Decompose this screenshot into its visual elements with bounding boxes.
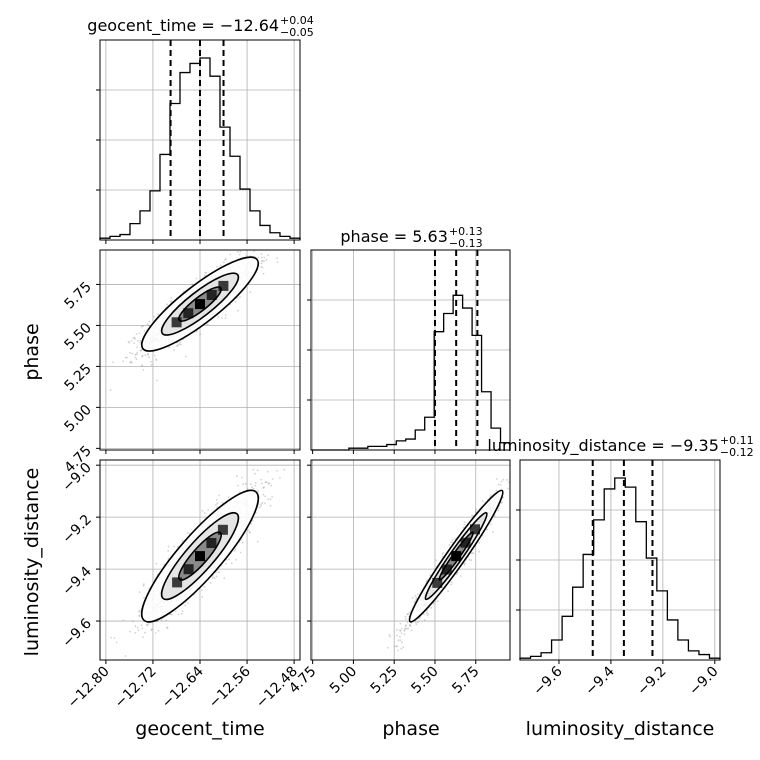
luminosity-distance-vs-phase-density-cell [441,564,452,575]
hist-phase-grid [311,250,510,450]
title-text-luminosity_distance: luminosity_distance = −9.35+0.11 [487,434,753,456]
title-phase: phase = 5.63+0.13−0.13 [340,225,482,250]
hist-luminosity_distance-frame [519,459,721,661]
x-tick-label-phase: 5.00 [327,664,360,697]
phase-vs-geocent-time-density [109,250,282,391]
phase-vs-geocent-time-density-cell [206,290,217,300]
y-tick-label-phase: 5.75 [61,279,94,312]
histogram-luminosity_distance [519,477,721,660]
x-tick-label-geocent_time: −12.64 [159,663,207,711]
histogram-phase [311,294,511,451]
luminosity-distance-vs-phase-density-cell [451,551,462,562]
title-luminosity-distance: luminosity_distance = −9.35+0.11−0.12 [487,434,753,459]
phase-vs-geocent-time-density-cell [171,317,182,328]
phase-vs-geocent-time-density-cell [218,280,229,291]
ylabel-phase: phase [21,323,43,380]
y-tick-label-luminosity_distance: −9.4 [59,564,94,599]
x-tick-label-luminosity_distance: −9.2 [634,664,669,699]
y-tick-label-phase: 5.25 [61,361,94,394]
x-tick-label-geocent_time: −12.56 [206,663,254,711]
phase-vs-geocent-time-density-cell [195,299,205,310]
x-tick-label-luminosity_distance: −9.0 [686,664,721,699]
luminosity-distance-vs-phase-density-cell [470,524,480,535]
title-minus-geocent_time: −0.05 [280,26,314,39]
x-tick-label-phase: 5.50 [408,664,441,697]
x-tick-label-phase: 5.25 [368,664,401,697]
hist-phase-frame [310,249,511,451]
y-tick-label-luminosity_distance: −9.2 [59,512,94,547]
luminosity-distance-vs-geocent-time-density-cell [217,524,228,535]
x-tick-label-luminosity_distance: −9.6 [530,663,565,698]
title-text-geocent_time: geocent_time = −12.64+0.04 [87,14,313,36]
luminosity-distance-vs-phase-density-cell [432,577,443,588]
x-tick-label-geocent_time: −12.80 [65,664,113,712]
luminosity-distance-vs-geocent-time-density-cell [206,538,217,548]
ylabel-luminosity-distance: luminosity_distance [21,468,43,657]
x-tick-label-phase: 5.75 [449,664,482,697]
x-tick-label-luminosity_distance: −9.4 [582,663,617,698]
phase-vs-geocent-time-density-cell [183,308,194,319]
luminosity-distance-vs-phase-density-cell [460,537,471,548]
xlabel-phase: phase [382,718,439,740]
luminosity-distance-vs-phase-frame [310,459,511,661]
xlabel-luminosity-distance: luminosity_distance [526,718,715,740]
y-tick-label-luminosity_distance: −9.6 [59,615,94,650]
luminosity-distance-vs-geocent-time-density-cell [172,577,183,588]
luminosity-distance-vs-geocent-time-density [110,460,286,657]
title-text-phase: phase = 5.63+0.13 [340,225,482,246]
luminosity-distance-vs-phase-grid [311,460,510,660]
xlabel-geocent-time: geocent_time [135,718,264,740]
title-minus-phase: −0.13 [449,237,483,250]
luminosity-distance-vs-geocent-time-density-cell [195,551,205,562]
x-tick-label-geocent_time: −12.72 [112,664,160,712]
hist-luminosity_distance-grid [520,460,720,660]
title-minus-luminosity_distance: −0.12 [720,446,754,459]
luminosity-distance-vs-geocent-time-density-cell [183,564,194,575]
y-tick-label-phase: 5.00 [61,402,94,435]
y-tick-label-phase: 5.50 [61,320,94,353]
title-geocent-time: geocent_time = −12.64+0.04−0.05 [87,14,313,39]
luminosity-distance-vs-phase-density [386,478,510,652]
